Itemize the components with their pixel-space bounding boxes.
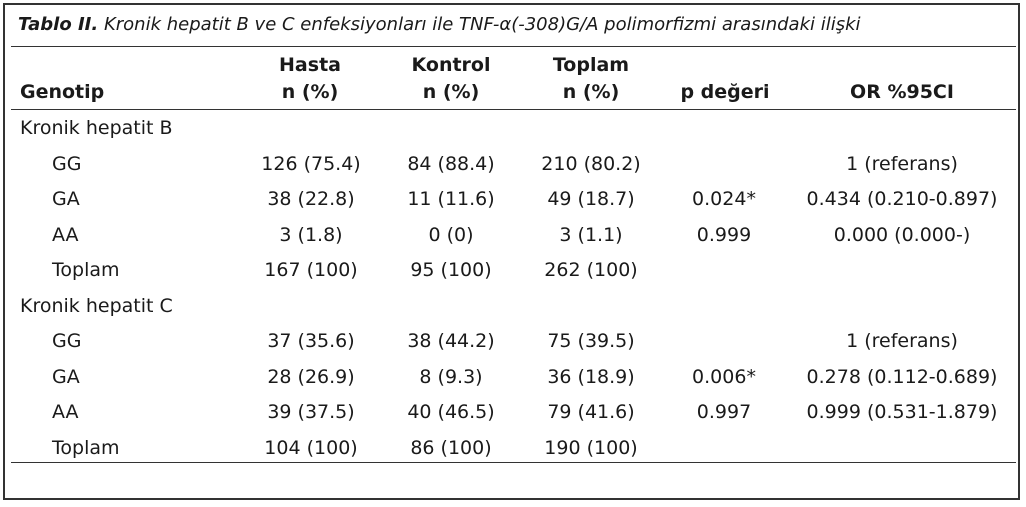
header-toplam: Toplam n (%) [536, 52, 646, 106]
row-genotype: GA [52, 365, 80, 388]
header-or: OR %95CI [850, 81, 954, 103]
cell-p: 0.006* [692, 365, 756, 388]
cell-or: 0.000 (0.000-) [833, 223, 971, 246]
header-hasta: Hasta n (%) [255, 52, 365, 106]
cell-or: 0.434 (0.210-0.897) [806, 188, 998, 210]
cell-kontrol: 40 (46.5) [407, 401, 495, 423]
cell-hasta: 3 (1.8) [279, 223, 343, 246]
caption-lead: Tablo II. [18, 14, 99, 35]
group-title: Kronik hepatit B [20, 117, 173, 139]
cell-toplam: 210 (80.2) [541, 152, 641, 175]
row-genotype: Toplam [52, 436, 120, 459]
cell-kontrol: 0 (0) [428, 223, 474, 246]
cell-or: 0.999 (0.531-1.879) [806, 401, 998, 423]
cell-kontrol: 38 (44.2) [407, 330, 495, 352]
header-kontrol-label: Kontrol [411, 54, 491, 76]
caption-text: Kronik hepatit B ve C enfeksiyonları ile… [98, 14, 861, 35]
cell-toplam: 190 (100) [544, 436, 638, 459]
cell-hasta: 38 (22.8) [267, 188, 355, 210]
cell-toplam: 49 (18.7) [547, 188, 635, 210]
cell-or: 1 (referans) [846, 330, 958, 352]
row-genotype: AA [52, 223, 79, 246]
cell-p: 0.024* [692, 188, 756, 210]
header-kontrol: Kontrol n (%) [396, 52, 506, 106]
row-genotype: GG [52, 330, 82, 352]
header-toplam-unit: n (%) [562, 81, 620, 103]
row-genotype: Toplam [52, 259, 120, 281]
cell-toplam: 75 (39.5) [547, 330, 635, 352]
cell-or: 1 (referans) [846, 152, 958, 175]
header-kontrol-unit: n (%) [422, 81, 480, 103]
header-toplam-label: Toplam [552, 54, 630, 76]
cell-hasta: 126 (75.4) [261, 152, 361, 175]
cell-hasta: 28 (26.9) [267, 365, 355, 388]
rule-header [11, 109, 1016, 110]
cell-toplam: 262 (100) [544, 259, 638, 281]
cell-kontrol: 11 (11.6) [407, 188, 495, 210]
cell-toplam: 36 (18.9) [547, 365, 635, 388]
cell-or: 0.278 (0.112-0.689) [806, 365, 998, 388]
cell-hasta: 167 (100) [264, 259, 358, 281]
header-p-degeri: p değeri [680, 81, 770, 103]
cell-kontrol: 95 (100) [410, 259, 492, 281]
rule-bottom [11, 462, 1016, 463]
cell-kontrol: 8 (9.3) [419, 365, 483, 388]
cell-hasta: 39 (37.5) [267, 401, 355, 423]
row-genotype: GA [52, 188, 80, 210]
rule-top [11, 46, 1016, 47]
cell-toplam: 79 (41.6) [547, 401, 635, 423]
cell-p: 0.997 [696, 401, 752, 423]
cell-kontrol: 84 (88.4) [407, 152, 495, 175]
row-genotype: GG [52, 152, 82, 175]
header-genotip: Genotip [20, 81, 105, 103]
cell-kontrol: 86 (100) [410, 436, 492, 459]
cell-hasta: 37 (35.6) [267, 330, 355, 352]
header-hasta-unit: n (%) [281, 81, 339, 103]
table-frame [3, 3, 1020, 500]
cell-hasta: 104 (100) [264, 436, 358, 459]
group-title: Kronik hepatit C [20, 294, 173, 317]
cell-toplam: 3 (1.1) [559, 223, 623, 246]
table-caption: Tablo II. Kronik hepatit B ve C enfeksiy… [18, 14, 861, 35]
row-genotype: AA [52, 401, 79, 423]
header-hasta-label: Hasta [279, 54, 341, 76]
cell-p: 0.999 [696, 223, 752, 246]
